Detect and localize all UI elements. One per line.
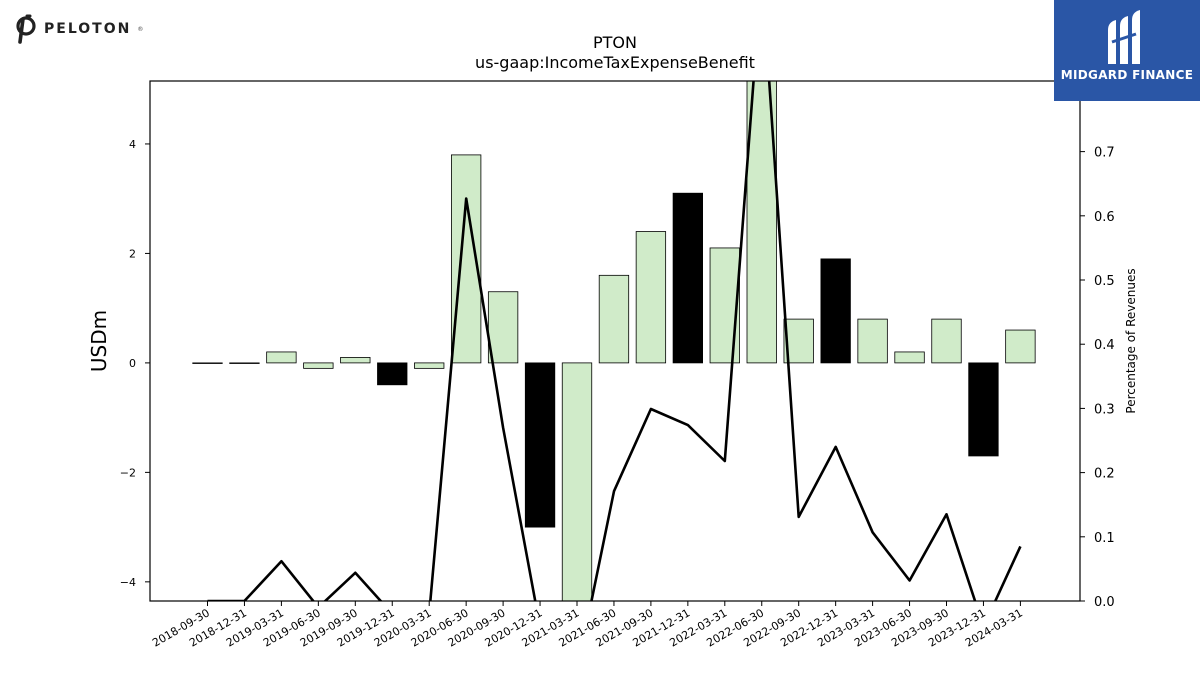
bar-2022-12-31: [820, 258, 851, 364]
bar-2020-12-31: [524, 362, 556, 528]
y-tick-label: −2: [120, 466, 136, 479]
midgard-logo-text: MIDGARD FINANCE: [1060, 68, 1194, 82]
y-tick-label: 2: [129, 247, 136, 260]
peloton-mark-icon: [16, 14, 36, 44]
bar-2021-12-31: [672, 192, 703, 364]
bar-2021-06-30: [598, 274, 630, 364]
bar-2019-06-30: [303, 362, 334, 369]
bar-2021-03-31: [561, 362, 593, 601]
y-axis-label: USDm: [87, 310, 111, 372]
bar-2019-03-31: [266, 351, 297, 364]
peloton-registered-mark: ®: [137, 25, 144, 33]
bar-2023-09-30: [931, 318, 962, 364]
bar-2023-06-30: [894, 351, 925, 364]
y2-tick-label: 0.7: [1094, 146, 1115, 161]
y2-tick-label: 0.0: [1094, 595, 1115, 610]
y-tick-label: 0: [129, 357, 136, 370]
y2-tick-label: 0.3: [1094, 402, 1115, 417]
y-tick-label: −4: [120, 576, 136, 589]
y-tick-label: 4: [129, 138, 136, 151]
bar-2018-09-30: [192, 362, 223, 364]
midgard-finance-logo: MIDGARD FINANCE: [1054, 0, 1200, 101]
bar-2023-12-31: [968, 362, 999, 457]
bar-2019-09-30: [340, 357, 371, 364]
y2-tick-label: 0.2: [1094, 467, 1115, 482]
bar-2018-12-31: [229, 362, 260, 364]
y2-tick-label: 0.1: [1094, 531, 1115, 546]
midgard-mark-icon: [1108, 10, 1140, 64]
bar-2020-09-30: [487, 291, 519, 364]
bar-2020-03-31: [414, 362, 445, 369]
chart-title: PTON: [593, 33, 637, 52]
peloton-logo: PELOTON ®: [14, 14, 143, 44]
bar-2022-03-31: [709, 247, 740, 364]
y2-tick-label: 0.5: [1094, 274, 1115, 289]
y2-tick-label: 0.4: [1094, 338, 1115, 353]
y2-axis-label: Percentage of Revenues: [1124, 268, 1138, 413]
bar-2019-12-31: [377, 362, 408, 386]
peloton-logo-text: PELOTON: [44, 21, 132, 37]
plot-frame: [149, 80, 1081, 602]
chart-subtitle: us-gaap:IncomeTaxExpenseBenefit: [475, 53, 755, 72]
bar-2021-09-30: [635, 231, 667, 364]
revenue-percentage-line: [207, 81, 1022, 601]
bar-2023-03-31: [857, 318, 888, 364]
y2-tick-label: 0.6: [1094, 210, 1115, 225]
bar-2024-03-31: [1005, 329, 1036, 364]
